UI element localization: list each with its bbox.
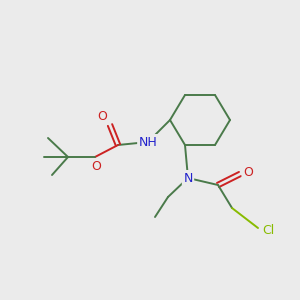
Text: O: O (97, 110, 107, 124)
Text: NH: NH (139, 136, 158, 148)
Text: O: O (91, 160, 101, 172)
Text: N: N (183, 172, 193, 184)
Text: Cl: Cl (262, 224, 274, 236)
Text: O: O (243, 166, 253, 178)
